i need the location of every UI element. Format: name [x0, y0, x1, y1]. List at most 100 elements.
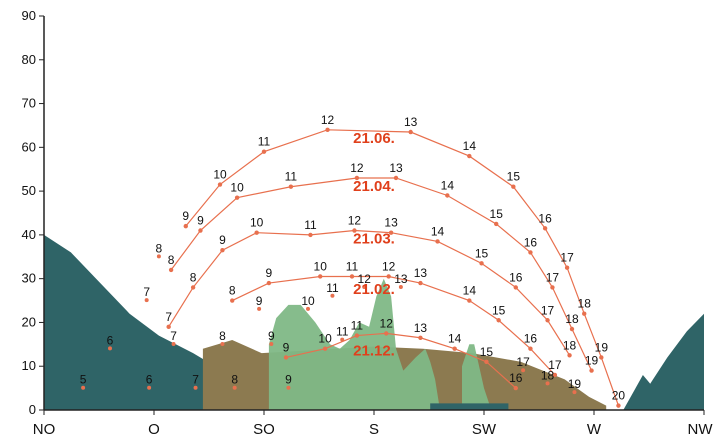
hour-label: 5: [80, 373, 87, 387]
y-tick-label: 90: [22, 8, 36, 23]
date-label: 21.06.: [353, 130, 395, 147]
hour-point: [582, 311, 587, 316]
hour-label: 13: [389, 161, 403, 175]
dark-base-strip: [430, 403, 509, 410]
dark-horizon-right: [623, 313, 704, 410]
hour-point: [564, 265, 570, 270]
hour-label: 15: [475, 246, 489, 260]
hour-label: 8: [190, 270, 197, 284]
hour-point: [479, 261, 484, 266]
y-tick-label: 30: [22, 271, 36, 286]
hour-point: [232, 385, 237, 390]
hour-point: [435, 239, 440, 244]
hour-label: 11: [336, 325, 349, 339]
hour-point: [322, 346, 328, 351]
hour-point: [81, 385, 86, 390]
hour-point: [288, 184, 294, 189]
hour-point: [257, 306, 262, 311]
hour-label: 13: [404, 115, 418, 129]
hour-point: [354, 333, 360, 338]
hour-point: [230, 298, 235, 303]
hour-label: 19: [595, 340, 609, 354]
sun-path-3: [231, 275, 556, 376]
hour-point: [283, 355, 289, 360]
hour-point: [388, 230, 394, 235]
hour-point: [445, 193, 450, 198]
hour-point: [567, 353, 572, 358]
hour-label: 6: [107, 333, 114, 347]
x-tick-label: O: [148, 421, 160, 438]
hour-point: [217, 182, 223, 187]
sun-paths: [81, 127, 621, 408]
hour-label: 14: [463, 284, 477, 298]
date-label: 21.04.: [353, 178, 395, 195]
y-tick-label: 80: [22, 52, 36, 67]
hour-label: 8: [168, 253, 175, 267]
hour-label: 13: [394, 272, 408, 286]
hour-label: 17: [541, 303, 555, 317]
x-tick-label: NO: [33, 421, 56, 438]
hour-point: [550, 285, 555, 290]
hour-point: [572, 390, 577, 395]
hour-label: 12: [380, 316, 394, 330]
hour-label: 18: [565, 312, 579, 326]
hour-label: 10: [250, 216, 264, 230]
hour-point: [325, 127, 330, 133]
hour-label: 7: [165, 310, 172, 324]
hour-label: 8: [156, 241, 163, 255]
hour-label: 16: [509, 371, 523, 385]
hour-point: [513, 285, 518, 290]
hour-label: 15: [480, 345, 494, 359]
date-label: 21.02.: [353, 281, 395, 298]
axes: 0 10 20 30 40 50 60 70 80 90 NO O SO S SW W NW: [22, 8, 714, 438]
hour-label: 16: [524, 332, 538, 346]
hour-point: [362, 285, 367, 290]
vegetation-shapes: [268, 278, 440, 410]
hour-label: 15: [507, 170, 521, 184]
hour-point: [552, 372, 558, 378]
hour-point: [511, 184, 516, 189]
hour-label: 17: [546, 270, 560, 284]
hour-point: [408, 129, 413, 135]
y-tick-label: 70: [22, 96, 36, 111]
hour-point: [418, 335, 423, 340]
sun-path-1: [170, 177, 593, 371]
hour-point: [528, 250, 533, 255]
hour-point: [330, 293, 335, 298]
date-label: 21.03.: [353, 231, 395, 248]
hour-label: 13: [414, 266, 428, 280]
hour-point: [286, 385, 291, 390]
hour-label: 9: [268, 329, 275, 343]
hour-label: 17: [548, 358, 562, 372]
hour-label: 16: [524, 235, 538, 249]
hour-label: 18: [578, 297, 592, 311]
hour-label: 16: [509, 270, 523, 284]
hour-label: 9: [182, 209, 189, 223]
y-tick-label: 40: [22, 227, 36, 242]
hour-point: [190, 285, 196, 290]
hour-label: 17: [560, 251, 574, 265]
x-tick-label: S: [369, 421, 379, 438]
hour-point: [340, 337, 345, 342]
hour-label: 11: [304, 218, 317, 232]
hour-point: [183, 223, 188, 229]
hour-point: [494, 221, 499, 227]
y-tick-label: 0: [29, 402, 36, 417]
hour-point: [467, 298, 472, 303]
hour-point: [354, 175, 360, 181]
hour-label: 9: [266, 266, 273, 280]
hour-label: 11: [258, 135, 271, 149]
hour-label: 12: [382, 259, 396, 273]
hour-label: 15: [492, 303, 506, 317]
hour-label: 7: [192, 373, 199, 387]
hour-point: [513, 385, 518, 391]
hour-point: [386, 274, 391, 279]
hour-point: [496, 318, 501, 323]
hour-label: 18: [563, 338, 577, 352]
y-tick-label: 20: [22, 314, 36, 329]
hour-label: 13: [384, 216, 398, 230]
hour-label: 10: [314, 259, 328, 273]
hour-point: [349, 274, 355, 279]
hour-label: 10: [318, 332, 332, 346]
